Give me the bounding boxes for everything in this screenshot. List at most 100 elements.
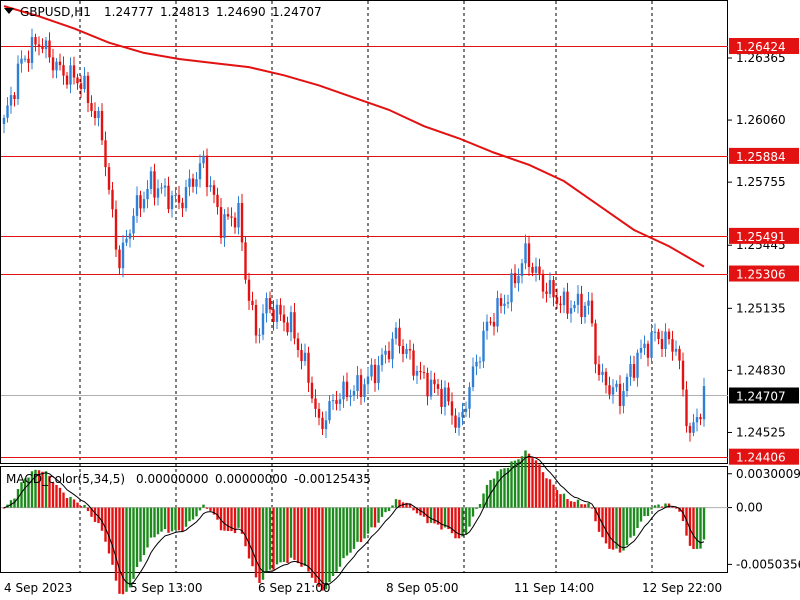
macd-bar: [328, 507, 331, 583]
candle-body: [636, 352, 639, 378]
candle-body: [695, 417, 699, 423]
macd-bar: [76, 502, 79, 508]
candle-body: [254, 304, 258, 336]
macd-bar: [436, 507, 440, 525]
time-axis-label: 8 Sep 05:00: [386, 581, 458, 595]
macd-bar: [198, 507, 202, 511]
candle-body: [279, 304, 282, 315]
macd-bar: [41, 471, 44, 508]
macd-bar: [363, 507, 366, 539]
candle-body: [370, 364, 373, 377]
macd-bar: [48, 475, 51, 508]
macd-axis-label: 0.00: [736, 501, 763, 515]
macd-bar: [587, 503, 590, 508]
macd-bar: [531, 458, 534, 508]
time-axis-label: 5 Sep 13:00: [130, 581, 202, 595]
candle-body: [622, 391, 625, 406]
candle-body: [384, 350, 387, 355]
candle-body: [499, 298, 503, 306]
moving-average-line: [3, 5, 705, 268]
candle-body: [300, 350, 303, 362]
macd-bar: [216, 507, 219, 520]
macd-bar: [433, 507, 436, 524]
time-axis-label: 4 Sep 2023: [4, 581, 72, 595]
candle-body: [226, 214, 230, 217]
moving-average: [3, 5, 705, 268]
candle-body: [454, 415, 457, 428]
macd-bar: [30, 471, 34, 508]
dropdown-triangle-icon[interactable]: [4, 8, 14, 14]
macd-bar: [149, 507, 153, 538]
macd-bar: [44, 471, 48, 508]
candle-body: [342, 381, 345, 400]
macd-bar: [226, 507, 230, 532]
macd-bar: [503, 468, 506, 508]
candle-body: [41, 46, 44, 50]
candle-body: [688, 426, 692, 433]
candle-body: [272, 309, 275, 323]
close-value: 1.24707: [272, 5, 322, 19]
level-tag: [729, 37, 799, 54]
candle-body: [55, 61, 58, 71]
candle-body: [349, 395, 352, 398]
candle-body: [23, 58, 27, 60]
level-tag: [729, 227, 799, 244]
candle-body: [632, 364, 636, 378]
candle-body: [86, 75, 90, 104]
macd-bar: [653, 505, 657, 508]
macd-bar: [107, 507, 111, 554]
candle-body: [405, 349, 408, 354]
candle-body: [436, 384, 440, 389]
macd-bar: [594, 507, 597, 522]
macd-bar: [170, 507, 174, 532]
macd-bar: [58, 487, 62, 508]
candle-body: [552, 280, 555, 298]
macd-bar: [352, 507, 356, 549]
candle-body: [177, 194, 181, 203]
candle-body: [496, 298, 499, 327]
macd-bar: [128, 507, 132, 588]
candle-body: [90, 103, 93, 112]
candle-body: [503, 303, 506, 306]
macd-bar: [492, 478, 496, 508]
candle-body: [275, 304, 279, 323]
candle-body: [160, 187, 163, 189]
price-axis-label: 1.26365: [736, 51, 786, 65]
macd-bar: [114, 507, 118, 581]
candle-body: [321, 417, 324, 430]
candle-body: [492, 321, 496, 327]
macd-bar: [34, 469, 37, 508]
macd-bar: [440, 507, 443, 530]
candle-body: [419, 370, 422, 373]
macd-bar: [499, 469, 503, 508]
candlesticks: [2, 28, 706, 442]
macd-axis-label: 0.0030009: [736, 467, 800, 481]
level-tag-label: 1.24406: [736, 451, 786, 465]
candle-body: [639, 348, 643, 353]
macd-bar: [135, 507, 139, 568]
candle-body: [163, 185, 167, 188]
candle-body: [72, 65, 76, 78]
macd-bar: [629, 507, 632, 538]
candle-body: [100, 110, 104, 141]
candle-body: [97, 110, 100, 119]
macd-bar: [65, 498, 69, 508]
price-axis-label: 1.26060: [736, 113, 786, 127]
candle-body: [230, 216, 233, 218]
candle-body: [678, 348, 681, 361]
candle-body: [646, 343, 650, 358]
candle-body: [9, 95, 13, 106]
candle-body: [153, 171, 156, 198]
macd-bar: [27, 477, 30, 508]
macd-bar: [55, 484, 58, 508]
candle-body: [69, 65, 72, 85]
candle-body: [324, 420, 328, 430]
candle-body: [478, 361, 482, 363]
macd-bar: [69, 496, 72, 508]
macd-bar: [555, 490, 559, 508]
candle-body: [415, 370, 419, 376]
macd-bar: [695, 507, 699, 549]
macd-bar: [111, 507, 114, 565]
candle-body: [335, 400, 338, 404]
macd-bar: [125, 507, 128, 592]
